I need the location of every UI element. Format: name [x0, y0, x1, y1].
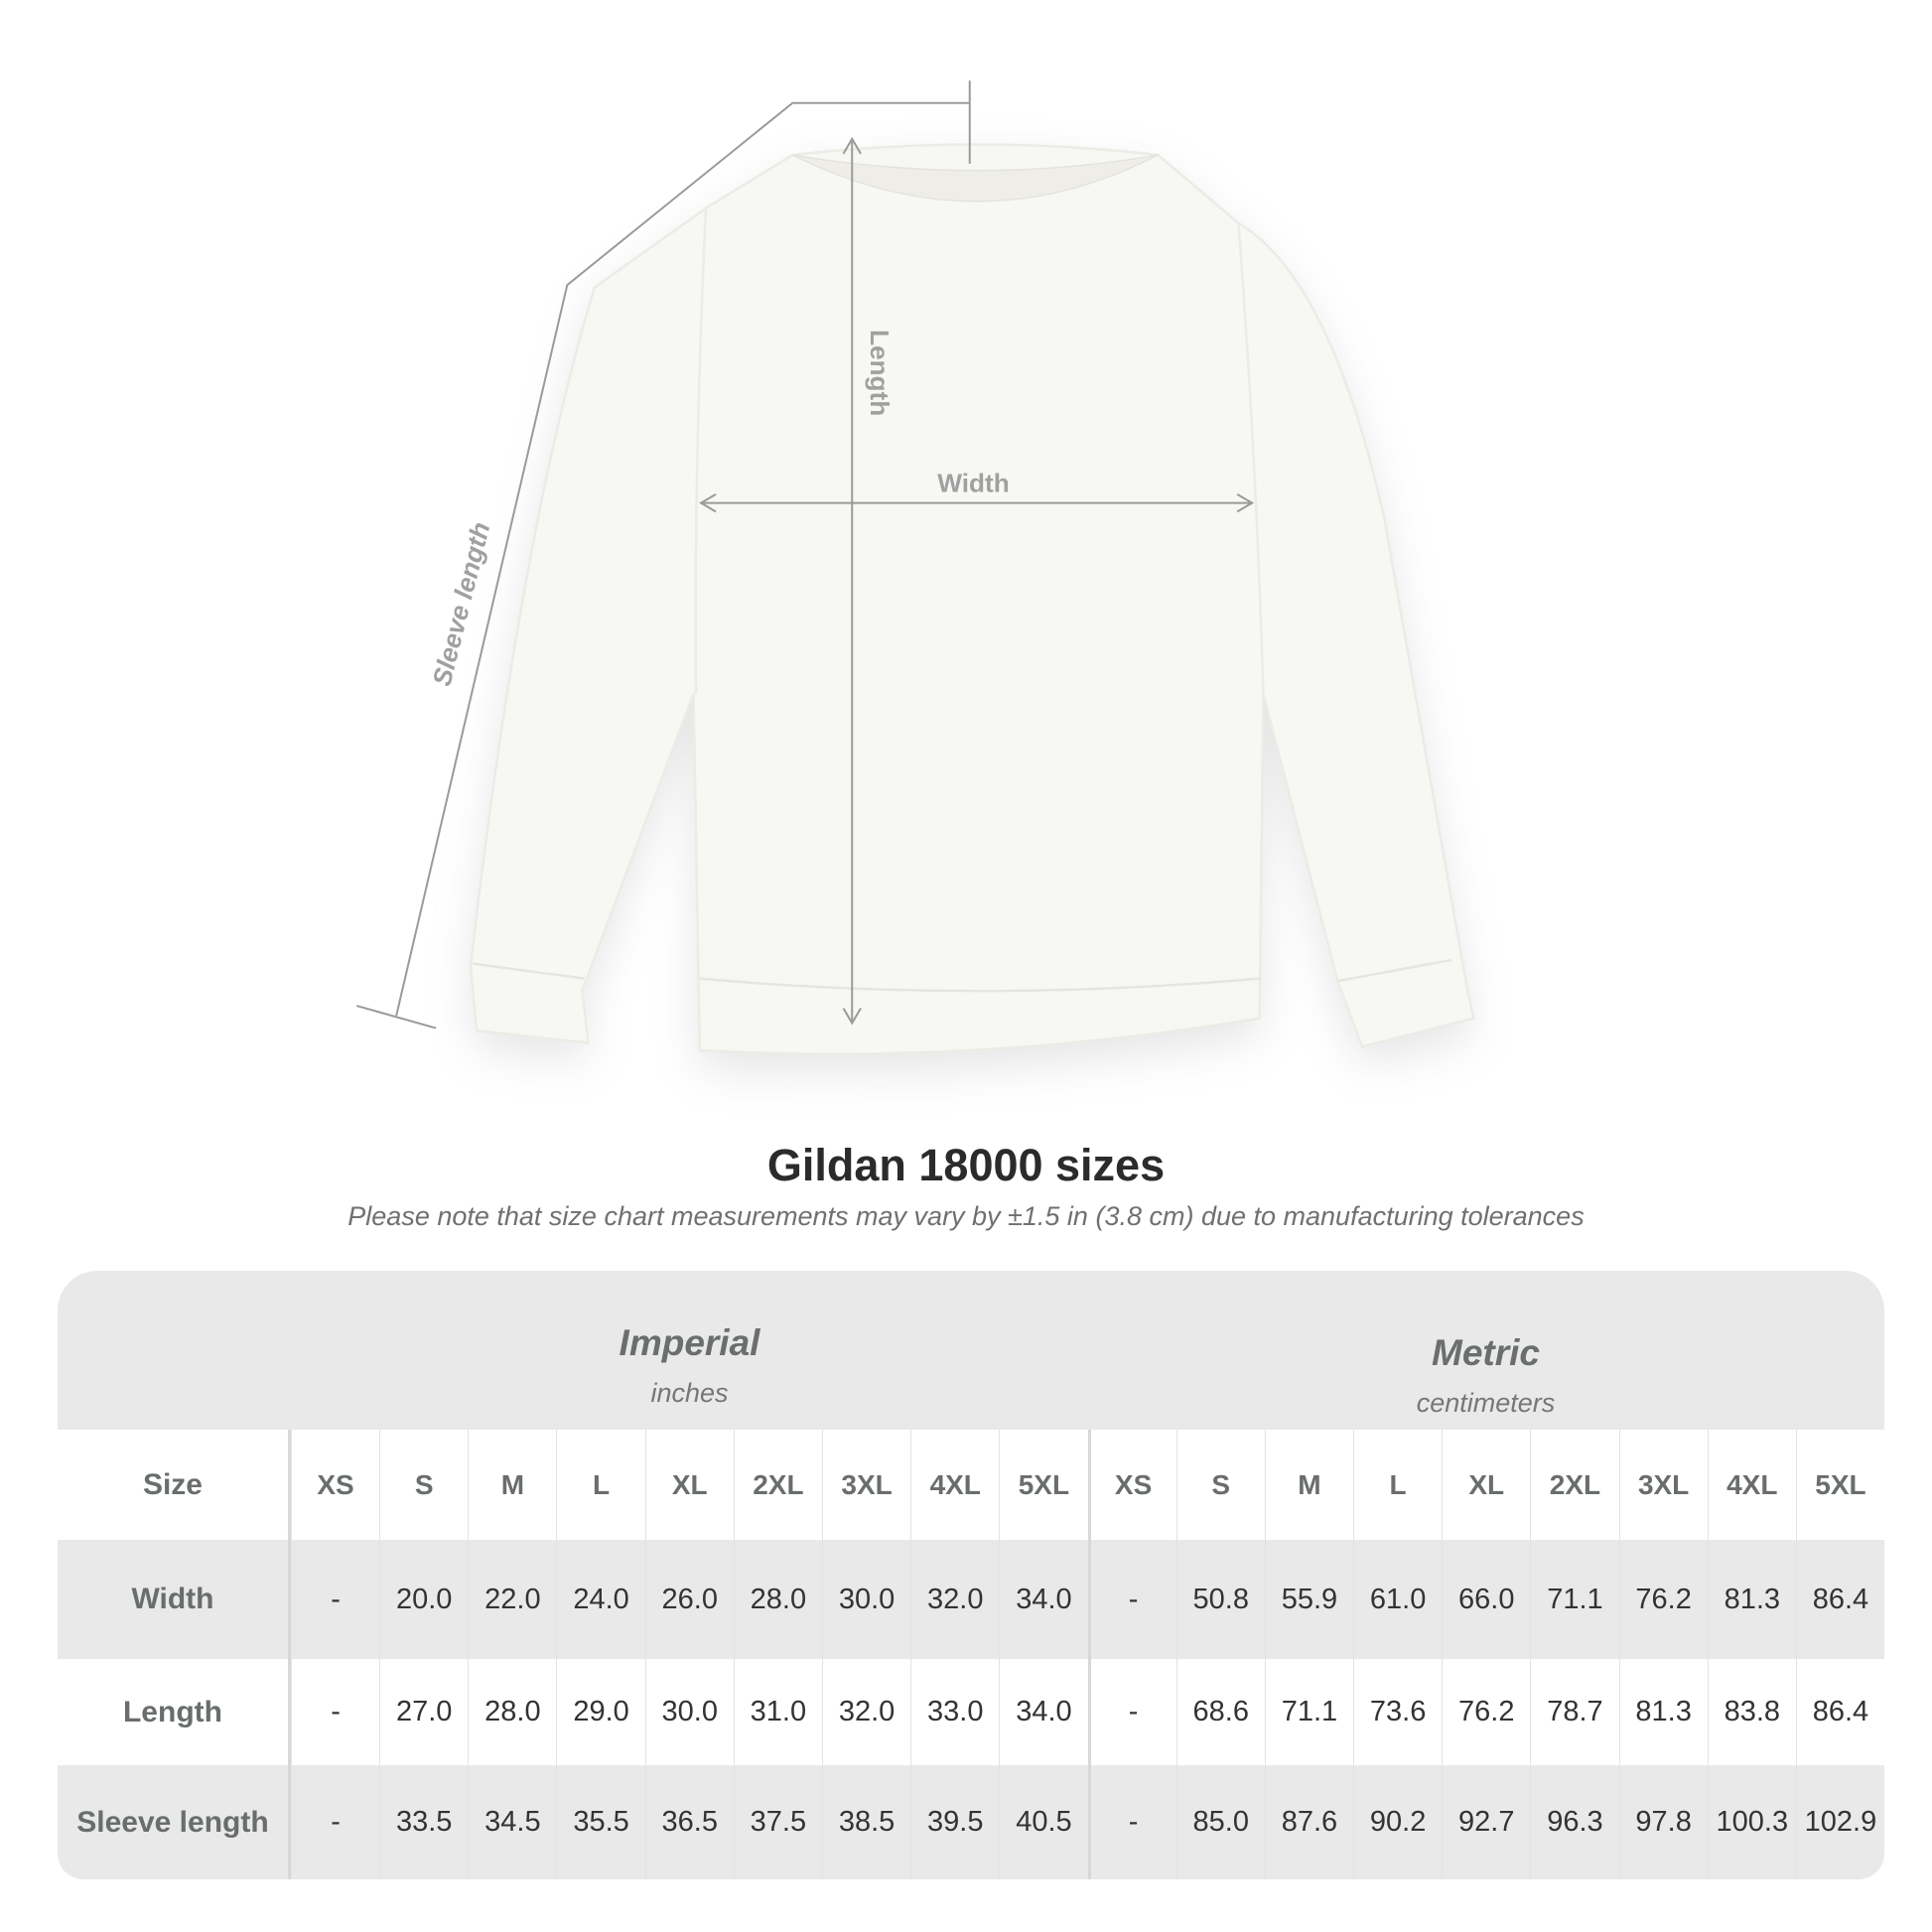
- imperial-value-cell: 30.0: [821, 1540, 910, 1659]
- metric-value-cell: 76.2: [1442, 1659, 1530, 1765]
- imperial-size-m: M: [468, 1430, 556, 1540]
- imperial-value-cell: 37.5: [733, 1765, 822, 1879]
- metric-value-cell: 87.6: [1264, 1765, 1353, 1879]
- metric-value-cell: 96.3: [1530, 1765, 1618, 1879]
- table-row-sleeve-length: Sleeve length -33.5 34.5 35.5 36.5 37.5 38.5 39…: [58, 1765, 1884, 1879]
- metric-value-cell: -: [1087, 1540, 1176, 1659]
- metric-value-cell: 68.6: [1175, 1659, 1265, 1765]
- size-header-row: Size XS S M L XL 2XL 3XL 4XL 5XL XS S M L XL 2XL 3XL 4XL 5…: [58, 1430, 1884, 1540]
- metric-value-cell: 61.0: [1353, 1540, 1442, 1659]
- imperial-value-cell: 40.5: [999, 1765, 1087, 1879]
- imperial-value-cell: 27.0: [379, 1659, 468, 1765]
- imperial-size-4xl: 4XL: [910, 1430, 999, 1540]
- imperial-value-cell: 32.0: [821, 1659, 910, 1765]
- metric-value-cell: 90.2: [1353, 1765, 1442, 1879]
- metric-value-cell: 76.2: [1618, 1540, 1708, 1659]
- imperial-size-3xl: 3XL: [821, 1430, 910, 1540]
- page-title: Gildan 18000 sizes: [766, 1140, 1166, 1190]
- unit-header-band: [58, 1271, 1884, 1430]
- metric-value-cell: 81.3: [1618, 1659, 1708, 1765]
- metric-value-cell: -: [1087, 1659, 1176, 1765]
- metric-value-cell: 86.4: [1795, 1540, 1884, 1659]
- metric-value-cell: 83.8: [1707, 1659, 1796, 1765]
- imperial-value-cell: 39.5: [910, 1765, 999, 1879]
- metric-value-cell: 97.8: [1618, 1765, 1708, 1879]
- row-label: Length: [58, 1659, 291, 1765]
- imperial-value-cell: 34.5: [468, 1765, 556, 1879]
- neck-collar: [792, 154, 1159, 203]
- metric-size-2xl: 2XL: [1530, 1430, 1618, 1540]
- imperial-value-cell: -: [290, 1659, 379, 1765]
- metric-value-cell: 100.3: [1707, 1765, 1796, 1879]
- imperial-value-cell: 28.0: [733, 1540, 822, 1659]
- metric-value-cell: 86.4: [1795, 1659, 1884, 1765]
- metric-value-cell: 102.9: [1795, 1765, 1884, 1879]
- width-label: Width: [937, 468, 1009, 497]
- imperial-size-l: L: [556, 1430, 644, 1540]
- metric-value-cell: 50.8: [1175, 1540, 1265, 1659]
- imperial-value-cell: 30.0: [644, 1659, 734, 1765]
- imperial-title: Imperial: [619, 1322, 760, 1363]
- metric-unit: centimeters: [1416, 1388, 1556, 1418]
- metric-value-cell: 71.1: [1264, 1659, 1353, 1765]
- metric-value-cell: 78.7: [1530, 1659, 1618, 1765]
- metric-value-cell: 66.0: [1442, 1540, 1530, 1659]
- imperial-value-cell: 33.5: [379, 1765, 468, 1879]
- imperial-value-cell: 29.0: [556, 1659, 644, 1765]
- imperial-value-cell: 35.5: [556, 1765, 644, 1879]
- sleeve-length-label: Sleeve length: [427, 519, 496, 689]
- table-row-length: Length -27.0 28.0 29.0 30.0 31.0 32.0 33.0 34.0-…: [58, 1659, 1884, 1765]
- metric-size-xl: XL: [1442, 1430, 1530, 1540]
- imperial-size-xs: XS: [290, 1430, 379, 1540]
- imperial-value-cell: 20.0: [379, 1540, 468, 1659]
- imperial-unit: inches: [650, 1378, 729, 1408]
- imperial-value-cell: 31.0: [733, 1659, 822, 1765]
- metric-size-5xl: 5XL: [1795, 1430, 1884, 1540]
- imperial-value-cell: 32.0: [910, 1540, 999, 1659]
- sweatshirt-illustration: Length Width Sleeve length: [355, 80, 1475, 1072]
- imperial-value-cell: 33.0: [910, 1659, 999, 1765]
- sweatshirt-body: [469, 143, 1475, 1055]
- imperial-size-2xl: 2XL: [733, 1430, 822, 1540]
- imperial-value-cell: -: [290, 1540, 379, 1659]
- imperial-value-cell: 28.0: [468, 1659, 556, 1765]
- metric-size-3xl: 3XL: [1618, 1430, 1708, 1540]
- size-row-label: Size: [58, 1430, 291, 1540]
- table-row-width: Width -20.0 22.0 24.0 26.0 28.0 30.0 32.0 34.0-5…: [58, 1540, 1884, 1659]
- metric-size-xs: XS: [1087, 1430, 1176, 1540]
- imperial-header: Imperial inches: [291, 1322, 1088, 1409]
- imperial-size-s: S: [379, 1430, 468, 1540]
- row-label: Width: [58, 1540, 291, 1659]
- metric-value-cell: 85.0: [1175, 1765, 1265, 1879]
- imperial-value-cell: 34.0: [999, 1659, 1087, 1765]
- metric-value-cell: 73.6: [1353, 1659, 1442, 1765]
- row-label: Sleeve length: [58, 1765, 291, 1879]
- metric-title: Metric: [1432, 1332, 1540, 1373]
- metric-value-cell: 81.3: [1707, 1540, 1796, 1659]
- length-label: Length: [865, 330, 895, 416]
- measurement-lines: [355, 80, 1255, 1030]
- metric-value-cell: 92.7: [1442, 1765, 1530, 1879]
- size-chart-table: Imperial inches Metric centimeters Size X…: [58, 1271, 1884, 1879]
- imperial-value-cell: 24.0: [556, 1540, 644, 1659]
- metric-value-cell: 55.9: [1264, 1540, 1353, 1659]
- metric-value-cell: 71.1: [1530, 1540, 1618, 1659]
- imperial-value-cell: 34.0: [999, 1540, 1087, 1659]
- metric-size-l: L: [1353, 1430, 1442, 1540]
- metric-size-s: S: [1175, 1430, 1265, 1540]
- imperial-size-5xl: 5XL: [999, 1430, 1087, 1540]
- metric-value-cell: -: [1087, 1765, 1176, 1879]
- imperial-value-cell: 22.0: [468, 1540, 556, 1659]
- tolerance-note: Please note that size chart measurements…: [347, 1201, 1585, 1231]
- imperial-value-cell: 38.5: [821, 1765, 910, 1879]
- metric-header: Metric centimeters: [1087, 1332, 1884, 1419]
- imperial-size-xl: XL: [644, 1430, 734, 1540]
- imperial-value-cell: 36.5: [644, 1765, 734, 1879]
- metric-size-4xl: 4XL: [1707, 1430, 1796, 1540]
- metric-size-m: M: [1264, 1430, 1353, 1540]
- imperial-value-cell: -: [290, 1765, 379, 1879]
- imperial-value-cell: 26.0: [644, 1540, 734, 1659]
